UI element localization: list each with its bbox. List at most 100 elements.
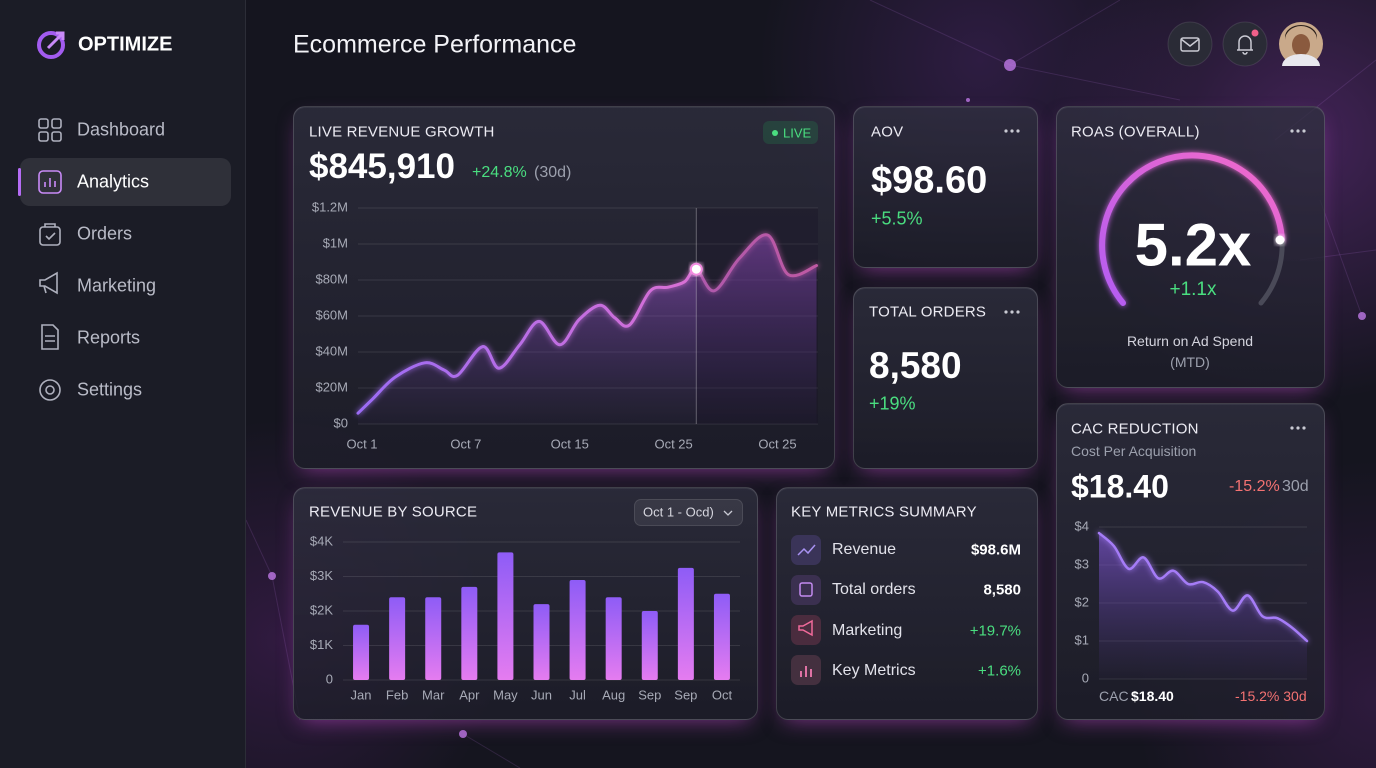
live-label: LIVE — [783, 125, 812, 141]
card-menus — [1004, 129, 1306, 430]
card-title: LIVE REVENUE GROWTH — [309, 123, 495, 141]
roas-change: +1.1x — [1169, 279, 1217, 300]
bell-icon — [1237, 35, 1253, 55]
metric-label: Marketing — [832, 622, 903, 639]
roas-period: (MTD) — [1170, 354, 1210, 370]
live-dot — [772, 130, 778, 136]
y-tick-label: $2K — [310, 602, 333, 617]
revenue-value: $845,910 — [309, 147, 455, 186]
y-tick-label: $1K — [310, 637, 333, 652]
nav-item[interactable]: Marketing — [77, 275, 157, 296]
date-range-label: Oct 1 - Ocd) — [643, 504, 714, 520]
card-title: TOTAL ORDERS — [869, 303, 987, 321]
aov-card — [853, 106, 1038, 268]
x-tick-label: Aug — [602, 687, 625, 702]
y-tick-label: $1.2M — [312, 199, 348, 214]
page-title: Ecommerce Performance — [293, 30, 577, 59]
revenue-change: +24.8% — [472, 164, 527, 181]
card-title: REVENUE BY SOURCE — [309, 503, 478, 521]
header-actions — [1167, 21, 1323, 67]
x-tick-label: May — [493, 687, 518, 702]
live-badge: LIVE — [763, 121, 818, 144]
nav-item[interactable]: Settings — [77, 379, 143, 400]
bar — [569, 579, 586, 680]
bar — [461, 586, 478, 680]
nav-item[interactable]: Reports — [77, 327, 141, 348]
bar — [497, 552, 514, 680]
menu-dots[interactable] — [1290, 129, 1306, 133]
card-title: CAC REDUCTION — [1071, 420, 1199, 438]
metric-value: +1.6% — [978, 662, 1021, 680]
x-tick-label: Oct 25 — [654, 436, 692, 451]
menu-dots[interactable] — [1290, 426, 1306, 430]
cac-footer-label: CAC — [1099, 688, 1129, 704]
nav-item[interactable]: Orders — [77, 223, 133, 244]
y-tick-label: $80M — [315, 271, 348, 286]
x-tick-label: Mar — [422, 687, 445, 702]
card-subtitle: Cost Per Acquisition — [1071, 443, 1197, 459]
date-range-dropdown[interactable]: Oct 1 - Ocd) — [634, 499, 743, 526]
y-tick-label: $1M — [323, 235, 348, 250]
roas-value: 5.2x — [1134, 211, 1252, 279]
line — [356, 233, 819, 415]
nav-icons — [38, 118, 62, 401]
gauge-track — [1258, 237, 1285, 306]
notification-dot — [1251, 29, 1259, 37]
menu-dots[interactable] — [1004, 310, 1020, 314]
y-tick-label: $0 — [334, 415, 348, 430]
y-tick-label: $3 — [1075, 556, 1089, 571]
metric-value: 8,580 — [983, 581, 1021, 599]
nav-active-indicator — [18, 168, 21, 196]
bar — [353, 624, 370, 680]
metric-value: $98.6M — [970, 541, 1021, 559]
mail-button[interactable] — [1167, 21, 1213, 67]
y-tick-label: $60M — [315, 307, 348, 322]
highlight-shade — [696, 208, 818, 424]
x-tick-label: Oct — [712, 687, 733, 702]
cac-period: 30d — [1282, 478, 1309, 495]
nav-item[interactable]: Analytics — [77, 171, 150, 192]
aov-value: $98.60 — [871, 159, 988, 202]
metric-value: +19.7% — [969, 622, 1021, 640]
y-tick-label: $20M — [315, 379, 348, 394]
card-title: AOV — [871, 123, 904, 141]
x-tick-label: Oct 25 — [758, 436, 796, 451]
y-tick-label: $2 — [1075, 594, 1089, 609]
x-tick-label: Oct 1 — [346, 436, 377, 451]
x-tick-label: Oct 15 — [551, 436, 589, 451]
total-orders-card — [853, 287, 1038, 469]
chevron — [723, 510, 733, 516]
x-tick-label: Jun — [531, 687, 552, 702]
cac-change: -15.2% — [1229, 478, 1280, 495]
revenue-period: (30d) — [534, 164, 572, 181]
x-tick-label: Jan — [351, 687, 372, 702]
x-tick-label: Feb — [386, 687, 408, 702]
aov-change: +5.5% — [871, 208, 923, 229]
orders-value: 8,580 — [869, 345, 962, 386]
avatar-shirt — [1282, 54, 1320, 66]
y-tick-label: $4 — [1075, 518, 1089, 533]
bar — [605, 597, 622, 680]
bar — [713, 593, 730, 680]
bar — [533, 604, 550, 680]
metric-label: Total orders — [832, 581, 916, 598]
cac-footer-value: $18.40 — [1131, 688, 1174, 704]
y-tick-label: $3K — [310, 568, 333, 583]
card-title: ROAS (OVERALL) — [1071, 123, 1200, 141]
avatar-face — [1292, 34, 1310, 56]
card-title: KEY METRICS SUMMARY — [791, 503, 977, 521]
bar — [425, 597, 442, 680]
cac-value: $18.40 — [1071, 468, 1169, 505]
y-tick-label: $40M — [315, 343, 348, 358]
brand-name: OPTIMIZE — [78, 33, 173, 56]
gauge-arc — [1099, 152, 1285, 306]
menu-dots[interactable] — [1004, 129, 1020, 133]
x-tick-label: Jul — [569, 687, 586, 702]
nav-item[interactable]: Dashboard — [77, 119, 166, 140]
area-fill — [1099, 533, 1307, 679]
metric-icons — [791, 535, 821, 685]
area-fill — [358, 234, 817, 424]
x-tick-label: Sep — [674, 687, 697, 702]
